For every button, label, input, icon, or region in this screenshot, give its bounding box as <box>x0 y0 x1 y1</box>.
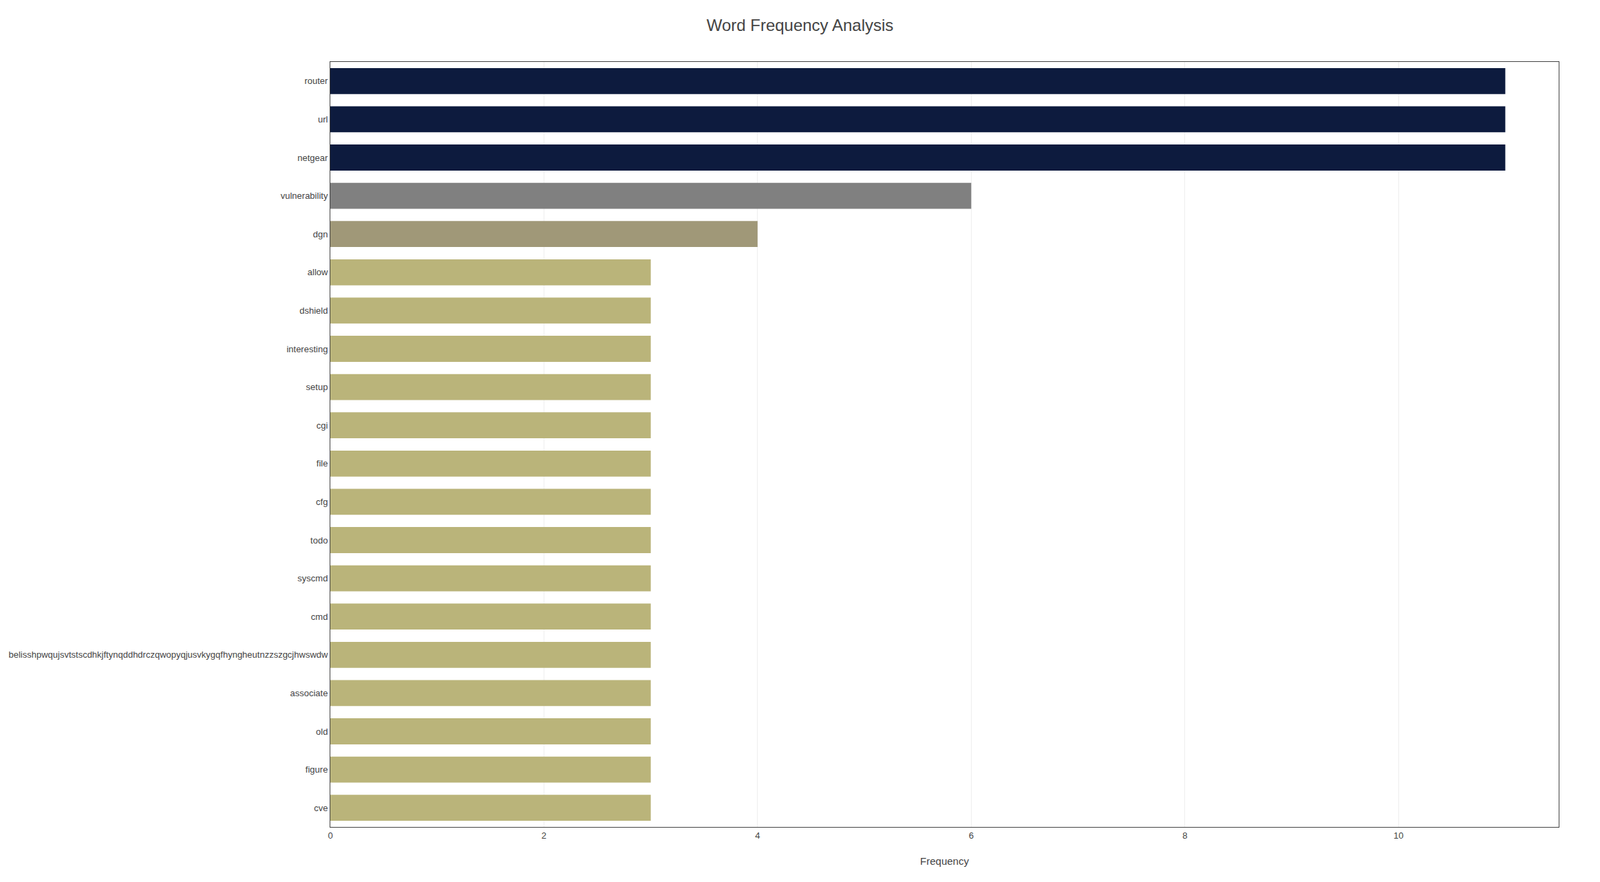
svg-text:interesting: interesting <box>286 344 328 355</box>
svg-text:setup: setup <box>306 381 329 393</box>
svg-text:old: old <box>315 726 328 738</box>
svg-text:4: 4 <box>754 830 760 841</box>
svg-text:belisshpwqujsvtstscdhkjftynqdd: belisshpwqujsvtstscdhkjftynqddhdrczqwopy… <box>8 649 329 660</box>
svg-text:dgn: dgn <box>313 229 329 240</box>
svg-text:6: 6 <box>968 830 974 841</box>
svg-text:8: 8 <box>1182 830 1188 841</box>
svg-text:vulnerability: vulnerability <box>280 190 329 201</box>
svg-text:associate: associate <box>289 688 328 699</box>
svg-text:Word Frequency Analysis: Word Frequency Analysis <box>706 15 894 35</box>
svg-text:cmd: cmd <box>311 611 329 623</box>
svg-text:cve: cve <box>313 803 328 814</box>
svg-text:cfg: cfg <box>315 496 328 508</box>
svg-text:2: 2 <box>541 830 547 841</box>
svg-text:10: 10 <box>1393 830 1404 841</box>
svg-text:dshield: dshield <box>299 305 328 316</box>
svg-text:syscmd: syscmd <box>297 573 328 584</box>
svg-text:0: 0 <box>327 830 333 841</box>
svg-text:router: router <box>304 75 329 87</box>
svg-text:netgear: netgear <box>297 152 329 164</box>
svg-text:url: url <box>317 114 329 125</box>
svg-text:todo: todo <box>310 535 328 546</box>
svg-text:allow: allow <box>307 267 329 278</box>
svg-text:Frequency: Frequency <box>920 855 969 868</box>
svg-text:figure: figure <box>305 764 329 775</box>
svg-text:file: file <box>316 458 329 469</box>
svg-text:cgi: cgi <box>316 420 329 431</box>
